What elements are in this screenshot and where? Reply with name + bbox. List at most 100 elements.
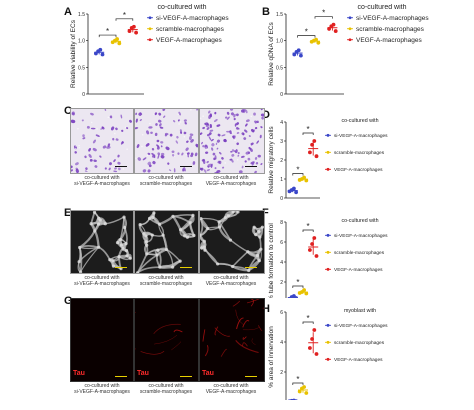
stained-cell — [236, 122, 240, 126]
data-point — [294, 296, 298, 298]
stained-cell — [209, 124, 212, 129]
panel-letter-b: B — [262, 6, 270, 18]
stained-cell — [137, 157, 142, 161]
membrane-pore — [114, 132, 116, 135]
data-point — [117, 41, 122, 46]
membrane-pore — [206, 148, 209, 151]
nerve-fiber — [202, 329, 206, 342]
stained-cell — [138, 112, 142, 116]
chart-h: 0246% area of innervation**myoblast with… — [268, 308, 388, 400]
stained-cell — [117, 161, 121, 165]
stained-cell — [200, 167, 203, 170]
y-tick-label: 1.5 — [276, 12, 283, 18]
tube-node — [111, 264, 116, 268]
stained-cell — [160, 141, 164, 144]
tube-node — [135, 271, 140, 273]
tube-node — [144, 240, 149, 244]
tube-node — [78, 270, 83, 273]
tube-node — [164, 247, 169, 252]
stained-cell — [202, 145, 205, 148]
stained-cell — [168, 169, 172, 172]
tube-node — [246, 250, 250, 254]
stained-cell — [155, 123, 158, 126]
stained-cell — [226, 116, 230, 120]
membrane-pore — [153, 113, 155, 116]
tube-node — [156, 248, 160, 252]
nerve-fiber — [250, 299, 255, 307]
stained-cell — [202, 126, 206, 130]
data-point — [299, 53, 303, 58]
tube-node — [255, 253, 260, 258]
stained-cell — [106, 146, 111, 149]
legend-marker-dot — [148, 27, 152, 31]
stained-cell — [209, 129, 214, 132]
legend-item: si-VEGF-A-macrophages — [356, 15, 429, 22]
significance-star: * — [296, 165, 299, 174]
tube-node — [123, 225, 127, 230]
stained-cell — [189, 133, 194, 136]
tube-node — [119, 243, 124, 247]
membrane-pore — [183, 135, 186, 138]
stained-cell — [244, 160, 247, 163]
legend-item: VEGF-A-macrophages — [334, 267, 383, 273]
stained-cell — [93, 159, 97, 163]
stained-cell — [216, 124, 221, 127]
caption-g-2: co-cultured with scramble-macrophages — [139, 383, 193, 395]
tube-node — [185, 235, 190, 239]
stained-cell — [245, 109, 248, 114]
stained-cell — [183, 131, 187, 135]
nerve-fiber — [242, 342, 248, 347]
stained-cell — [86, 125, 90, 129]
membrane-pore — [234, 148, 237, 151]
legend-marker-dot — [348, 16, 352, 20]
stained-cell — [99, 155, 102, 158]
legend-item: si-VEGF-A-macrophages — [156, 15, 229, 22]
stained-cell — [205, 122, 209, 126]
stained-cell — [113, 170, 118, 173]
tau-label: Tau — [73, 370, 85, 377]
membrane-pore — [234, 139, 236, 141]
stained-cell — [217, 133, 221, 137]
stained-cell — [194, 152, 198, 157]
stained-cell — [257, 154, 261, 158]
tube-node — [147, 216, 152, 221]
stained-cell — [238, 170, 243, 173]
y-tick-label: 4 — [280, 340, 283, 346]
stained-cell — [160, 152, 165, 156]
tube-node — [92, 211, 97, 214]
y-tick-label: 1 — [280, 177, 283, 183]
stained-cell — [177, 119, 180, 122]
stained-cell — [159, 126, 164, 129]
tube-node — [124, 248, 129, 253]
tube-node — [258, 235, 262, 239]
stained-cell — [248, 151, 251, 155]
membrane-pore — [78, 144, 80, 147]
stained-cell — [129, 119, 132, 123]
stained-cell — [150, 131, 153, 134]
stained-cell — [226, 130, 231, 133]
membrane-pore — [250, 115, 253, 118]
data-point — [310, 242, 314, 246]
tube-node — [152, 211, 156, 215]
caption-c-3: co-cultured with VEGF-A-macrophages — [205, 175, 257, 187]
stained-cell — [207, 165, 210, 168]
legend-marker-dot — [326, 323, 330, 327]
stained-cell — [223, 138, 227, 143]
membrane-pore — [124, 126, 127, 129]
stained-cell — [176, 135, 179, 139]
legend-marker-dot — [326, 150, 330, 154]
tube-node — [77, 260, 81, 264]
stained-cell — [154, 112, 158, 116]
nerve-fiber — [214, 327, 231, 337]
stained-cell — [95, 134, 100, 137]
stained-cell — [229, 130, 232, 135]
data-point — [327, 27, 331, 31]
tau-image-vegf — [199, 298, 265, 382]
stained-cell — [213, 119, 218, 123]
data-point — [308, 248, 312, 252]
tube-image-scramble — [134, 210, 199, 274]
stained-cell — [253, 120, 257, 123]
stained-cell — [146, 130, 150, 135]
tube-node — [155, 253, 159, 257]
tube-node — [188, 221, 192, 225]
